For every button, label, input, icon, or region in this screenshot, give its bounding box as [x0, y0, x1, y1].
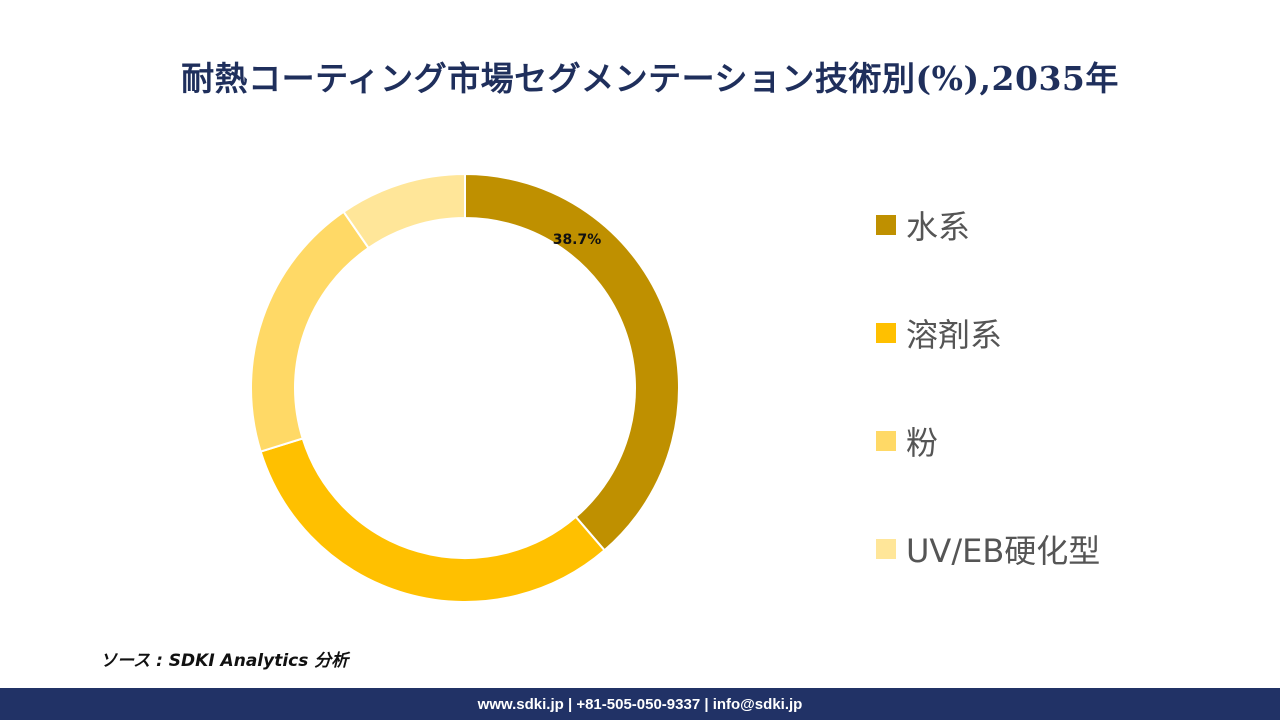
legend-item-1: 水系 — [876, 200, 970, 250]
legend-item-2: 溶剤系 — [876, 308, 1002, 358]
legend-label: 溶剤系 — [906, 316, 1003, 354]
legend-label: UV/EB硬化型 — [906, 532, 1101, 570]
legend-label: 粉 — [906, 424, 939, 462]
legend-label: 水系 — [906, 208, 971, 246]
legend-swatch — [876, 539, 896, 559]
donut-slice-2 — [259, 437, 606, 603]
data-labels: 38.7% — [553, 232, 602, 248]
donut-chart: 38.7% — [250, 172, 680, 603]
donut-slices — [250, 172, 680, 603]
legend-swatch — [876, 323, 896, 343]
donut-slice-1 — [464, 172, 680, 552]
data-label-1: 38.7% — [553, 232, 602, 248]
legend-swatch — [876, 431, 896, 451]
legend-item-4: UV/EB硬化型 — [876, 524, 1100, 574]
legend-swatch — [876, 215, 896, 235]
footer-bar: www.sdki.jp | +81-505-050-9337 | info@sd… — [0, 688, 1280, 720]
legend-item-3: 粉 — [876, 416, 938, 466]
donut-slice-3 — [250, 210, 370, 453]
donut-slice-4 — [342, 172, 466, 250]
source-note: ソース : SDKI Analytics 分析 — [100, 651, 349, 671]
chart-title: 耐熱コーティング市場セグメンテーション技術別(%),2035年 — [181, 59, 1119, 98]
footer-contact: www.sdki.jp | +81-505-050-9337 | info@sd… — [477, 695, 803, 713]
